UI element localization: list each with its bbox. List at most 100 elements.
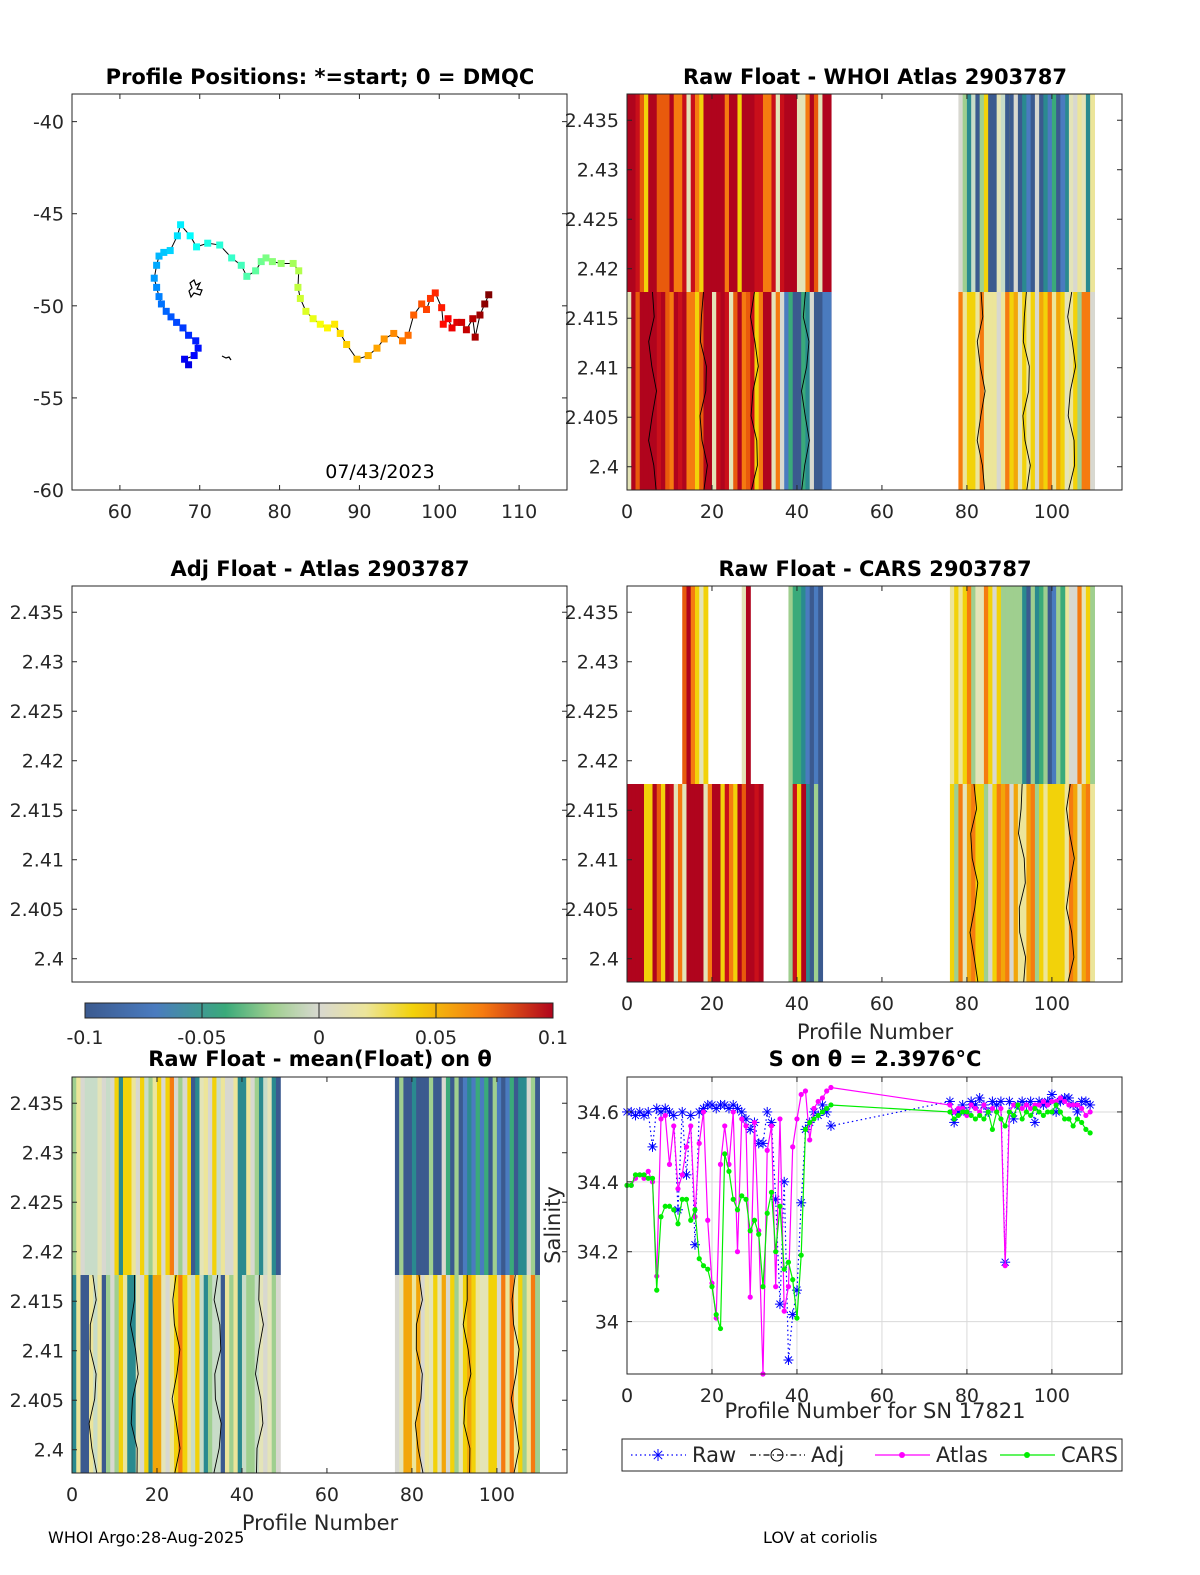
legend-label: Atlas bbox=[936, 1443, 988, 1467]
point-atlas bbox=[1079, 1105, 1085, 1112]
point-cars bbox=[1049, 1109, 1055, 1115]
heat-cell bbox=[144, 1275, 150, 1473]
heat-cell bbox=[1022, 94, 1027, 292]
y-tick-label: 2.43 bbox=[577, 652, 619, 674]
heat-cell bbox=[1077, 586, 1083, 784]
heat-cell bbox=[745, 94, 751, 292]
positions-track bbox=[150, 221, 493, 369]
contour-line bbox=[462, 1274, 472, 1474]
profile-position bbox=[439, 320, 447, 328]
heat-cell bbox=[741, 784, 747, 982]
y-tick-label: 2.42 bbox=[22, 1242, 64, 1264]
x-tick-label: 20 bbox=[145, 1484, 169, 1506]
point-raw bbox=[634, 1106, 645, 1117]
heat-cell bbox=[250, 1077, 256, 1275]
heat-cell bbox=[420, 1077, 426, 1275]
point-raw bbox=[647, 1141, 658, 1152]
heat-cell bbox=[1043, 292, 1049, 490]
point-atlas bbox=[1019, 1105, 1025, 1112]
heat-cell bbox=[809, 94, 815, 292]
heat-cell bbox=[1068, 586, 1074, 784]
heat-cell bbox=[724, 292, 730, 490]
profile-position bbox=[257, 258, 265, 266]
star-stroke bbox=[763, 1108, 772, 1116]
heat-cell bbox=[437, 1275, 443, 1473]
heat-cell bbox=[1064, 586, 1070, 784]
star-stroke bbox=[746, 1125, 755, 1134]
profile-position bbox=[294, 283, 302, 291]
heat-cell bbox=[1056, 94, 1061, 292]
x-tick-label: 60 bbox=[870, 993, 894, 1015]
heat-cell bbox=[1051, 784, 1057, 982]
point-atlas bbox=[679, 1172, 685, 1178]
heat-cell bbox=[263, 1077, 269, 1275]
star-stroke bbox=[661, 1104, 670, 1113]
heat-cell bbox=[767, 292, 773, 490]
heat-cell bbox=[1085, 784, 1091, 982]
heat-cell bbox=[433, 1275, 439, 1473]
profile-position bbox=[155, 252, 163, 260]
heat-cell bbox=[792, 784, 798, 982]
heat-cell bbox=[488, 1275, 494, 1473]
point-cars bbox=[1032, 1105, 1038, 1112]
legend-label: CARS bbox=[1061, 1443, 1118, 1467]
heat-cell bbox=[471, 1077, 477, 1275]
point-atlas bbox=[811, 1105, 817, 1112]
heat-cell bbox=[767, 94, 773, 292]
heat-cell bbox=[822, 292, 828, 490]
heat-cell bbox=[796, 292, 802, 490]
heat-cell bbox=[660, 292, 666, 490]
heat-cell bbox=[80, 1275, 86, 1473]
heat-cell bbox=[471, 1275, 477, 1473]
heat-cell bbox=[796, 94, 802, 292]
heat-cell bbox=[1039, 292, 1044, 490]
heat-cell bbox=[1013, 292, 1019, 490]
heat-cell bbox=[1085, 292, 1091, 490]
heat-cell bbox=[122, 1077, 128, 1275]
point-cars bbox=[1074, 1116, 1080, 1122]
heat-cell bbox=[114, 1077, 120, 1275]
heat-cell bbox=[762, 94, 768, 292]
heat-cell bbox=[669, 784, 675, 982]
profile-position bbox=[296, 294, 304, 302]
heat-cell bbox=[996, 586, 1002, 784]
heat-cell bbox=[1047, 94, 1053, 292]
star-stroke bbox=[720, 1101, 729, 1109]
heat-cell bbox=[818, 784, 824, 982]
heat-cell bbox=[411, 1275, 417, 1473]
heat-cell bbox=[703, 586, 709, 784]
heat-cell bbox=[1030, 784, 1036, 982]
heat-cell bbox=[169, 1275, 175, 1473]
point-cars bbox=[1040, 1112, 1046, 1119]
point-cars bbox=[645, 1175, 651, 1181]
salinity-xlabel: Profile Number for SN 17821 bbox=[724, 1399, 1025, 1423]
heat-cell bbox=[716, 292, 722, 490]
point-cars bbox=[760, 1284, 766, 1290]
heat-cell bbox=[97, 1077, 103, 1275]
point-atlas bbox=[824, 1088, 830, 1094]
heat-cell bbox=[741, 586, 747, 784]
x-tick-label: 100 bbox=[1034, 993, 1070, 1015]
heat-cell bbox=[1073, 292, 1078, 490]
point-raw bbox=[762, 1106, 773, 1117]
heat-cell bbox=[771, 94, 777, 292]
heat-cell bbox=[631, 784, 637, 982]
heat-cell bbox=[399, 1275, 405, 1473]
heat-cell bbox=[805, 94, 811, 292]
heat-cell bbox=[1026, 586, 1032, 784]
point-atlas bbox=[739, 1116, 745, 1122]
heat-cell bbox=[1030, 586, 1036, 784]
legend-label: Raw bbox=[692, 1443, 736, 1467]
heat-cell bbox=[758, 784, 764, 982]
heat-cell bbox=[639, 94, 645, 292]
heat-cell bbox=[1005, 292, 1011, 490]
point-atlas bbox=[785, 1284, 792, 1290]
profile-position bbox=[216, 241, 224, 249]
x-tick-label: 0 bbox=[621, 1385, 633, 1407]
point-cars bbox=[1045, 1109, 1051, 1115]
heat-cell bbox=[720, 94, 726, 292]
heat-cell bbox=[76, 1077, 82, 1275]
y-tick-label: -60 bbox=[33, 480, 64, 502]
heat-cell bbox=[224, 1077, 230, 1275]
heat-cell bbox=[665, 292, 671, 490]
